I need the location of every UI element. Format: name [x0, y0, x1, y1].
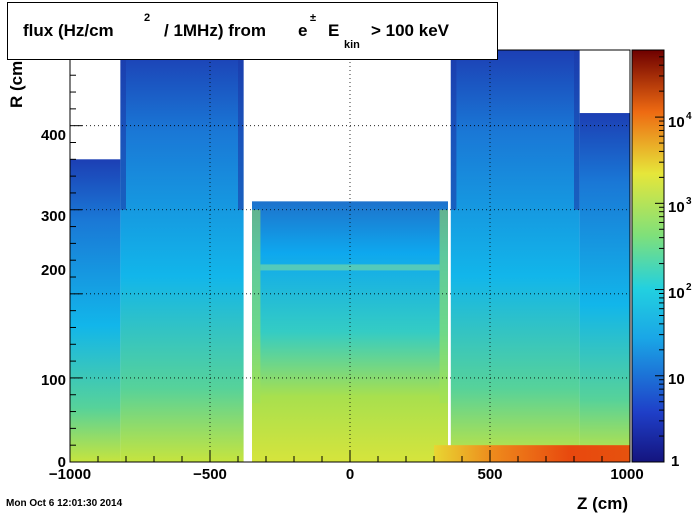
y-tick-label: 200: [41, 262, 66, 279]
colorbar-tick-labels: 1 10 10 2 10 3 10 4: [668, 111, 692, 470]
title-energy: E: [328, 21, 340, 40]
x-tick-label: −1000: [49, 466, 91, 483]
heatmap-barrel-wall: [439, 209, 448, 404]
colorbar-tick-exponent: 2: [686, 282, 692, 293]
title-prefix: flux (Hz/cm: [23, 21, 114, 40]
y-axis-title: R (cm: [7, 61, 26, 108]
heatmap-edge: [120, 50, 126, 210]
heatmap-region-endcap-right: [450, 50, 580, 462]
y-tick-label: 300: [41, 208, 66, 225]
colorbar-tick-exponent: 4: [686, 111, 692, 122]
heatmap-barrel-band: [260, 264, 440, 271]
timestamp: Mon Oct 6 12:01:30 2014: [6, 498, 123, 509]
x-tick-label: 500: [477, 466, 502, 483]
heatmap-region-beamline-hot-right: [434, 445, 630, 462]
colorbar-tick-label: 10: [668, 285, 685, 302]
colorbar-tick-label: 1: [671, 453, 679, 470]
heatmap-region-endcap-left: [120, 50, 244, 462]
y-tick-label: 0: [58, 454, 66, 471]
x-tick-label: −500: [193, 466, 227, 483]
heatmap-edge: [238, 50, 244, 210]
x-tick-label: 0: [346, 466, 354, 483]
x-axis-title: Z (cm): [577, 494, 628, 513]
colorbar-tick-label: 10: [668, 199, 685, 216]
colorbar-tick-label: 10: [668, 371, 685, 388]
colorbar-ticks: [655, 49, 664, 463]
y-tick-label: 100: [41, 372, 66, 389]
heatmap-region-outer-left: [70, 159, 121, 462]
x-tick-labels: −1000 −500 0 500 1000: [49, 466, 644, 483]
x-tick-label: 1000: [610, 466, 643, 483]
title-middle: / 1MHz) from: [164, 21, 266, 40]
grid-lines: [70, 50, 630, 462]
heatmap-barrel-wall: [252, 209, 261, 404]
colorbar: [631, 49, 665, 463]
heatmap-region-outer-right: [579, 113, 630, 463]
y-tick-labels: 0 100 200 300 400: [41, 127, 66, 471]
title-suffix: > 100 keV: [371, 21, 449, 40]
axis-ticks: [69, 57, 631, 463]
title-energy-subscript: kin: [344, 39, 360, 51]
colorbar-tick-exponent: 3: [686, 196, 692, 207]
title-box: flux (Hz/cm 2 / 1MHz) from e ± E kin > 1…: [7, 2, 498, 60]
title-exponent: 2: [144, 12, 151, 24]
heatmap-edge: [574, 50, 580, 210]
y-tick-label: 400: [41, 127, 66, 144]
heatmap-cells: [70, 50, 630, 463]
title-particle: e: [298, 21, 308, 40]
heatmap-edge: [450, 50, 457, 210]
colorbar-tick-label: 10: [668, 114, 685, 131]
title-particle-charge: ±: [310, 12, 317, 24]
